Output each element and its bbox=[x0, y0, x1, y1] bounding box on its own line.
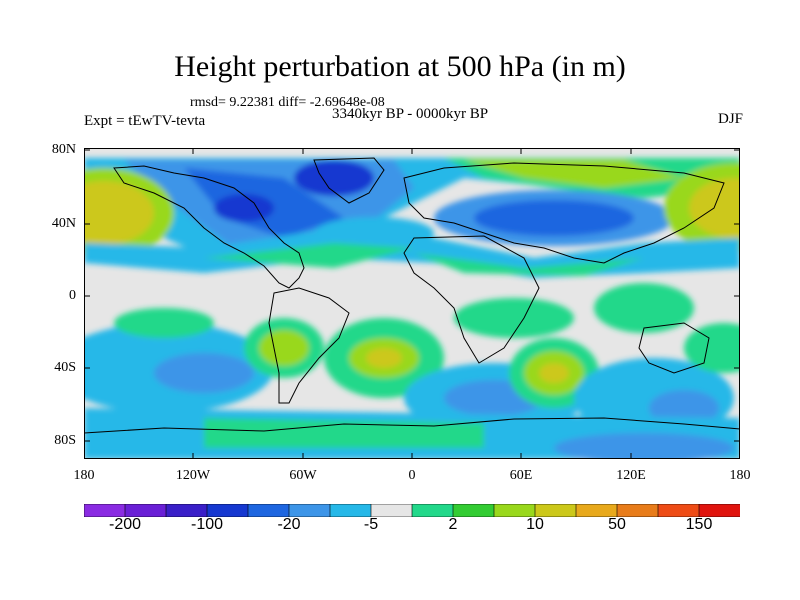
x-tick-180-left: 180 bbox=[73, 468, 95, 483]
colorbar-label: -100 bbox=[190, 516, 224, 533]
colorbar-swatch bbox=[411, 504, 454, 517]
colorbar-label: 150 bbox=[685, 516, 713, 533]
x-tick-120w: 120W bbox=[175, 468, 211, 483]
colorbar-label: 50 bbox=[608, 516, 626, 533]
coastlines bbox=[84, 157, 740, 434]
x-tick-120e: 120E bbox=[616, 468, 646, 483]
contour-field bbox=[84, 158, 740, 459]
north-america-coast bbox=[113, 165, 305, 289]
y-tick-80s: 80S bbox=[54, 433, 76, 448]
australia-coast bbox=[638, 322, 710, 374]
colorbar-label: -200 bbox=[108, 516, 142, 533]
height-perturbation-map bbox=[84, 148, 740, 459]
stats-label: rmsd= 9.22381 diff= -2.69648e-08 bbox=[190, 95, 385, 110]
africa-coast bbox=[403, 235, 540, 364]
y-tick-0: 0 bbox=[69, 288, 76, 303]
season-label: DJF bbox=[717, 111, 743, 127]
x-tick-180-right: 180 bbox=[729, 468, 751, 483]
y-tick-40s: 40S bbox=[54, 360, 76, 375]
colorbar-label: -5 bbox=[363, 516, 379, 533]
experiment-label: Expt = tEwTV-tevta bbox=[84, 113, 206, 129]
colorbar-label: 2 bbox=[448, 516, 458, 533]
eurasia-coast bbox=[403, 162, 725, 264]
colorbar bbox=[84, 504, 740, 517]
y-tick-40n: 40N bbox=[51, 216, 76, 231]
colorbar-swatch bbox=[698, 504, 740, 517]
period-label: 3340kyr BP - 0000kyr BP bbox=[331, 106, 489, 122]
colorbar-swatch bbox=[452, 504, 495, 517]
x-tick-0: 0 bbox=[408, 468, 416, 483]
map-title: Height perturbation at 500 hPa (in m) bbox=[174, 50, 626, 83]
antarctica-coast bbox=[84, 417, 740, 434]
x-tick-60e: 60E bbox=[509, 468, 533, 483]
colorbar-label: -20 bbox=[277, 516, 301, 533]
colorbar-label: 10 bbox=[526, 516, 544, 533]
axis-ticks bbox=[84, 148, 740, 459]
y-tick-80n: 80N bbox=[51, 142, 76, 157]
x-tick-60w: 60W bbox=[289, 468, 317, 483]
south-america-coast bbox=[268, 287, 350, 404]
greenland-coast bbox=[313, 157, 385, 204]
